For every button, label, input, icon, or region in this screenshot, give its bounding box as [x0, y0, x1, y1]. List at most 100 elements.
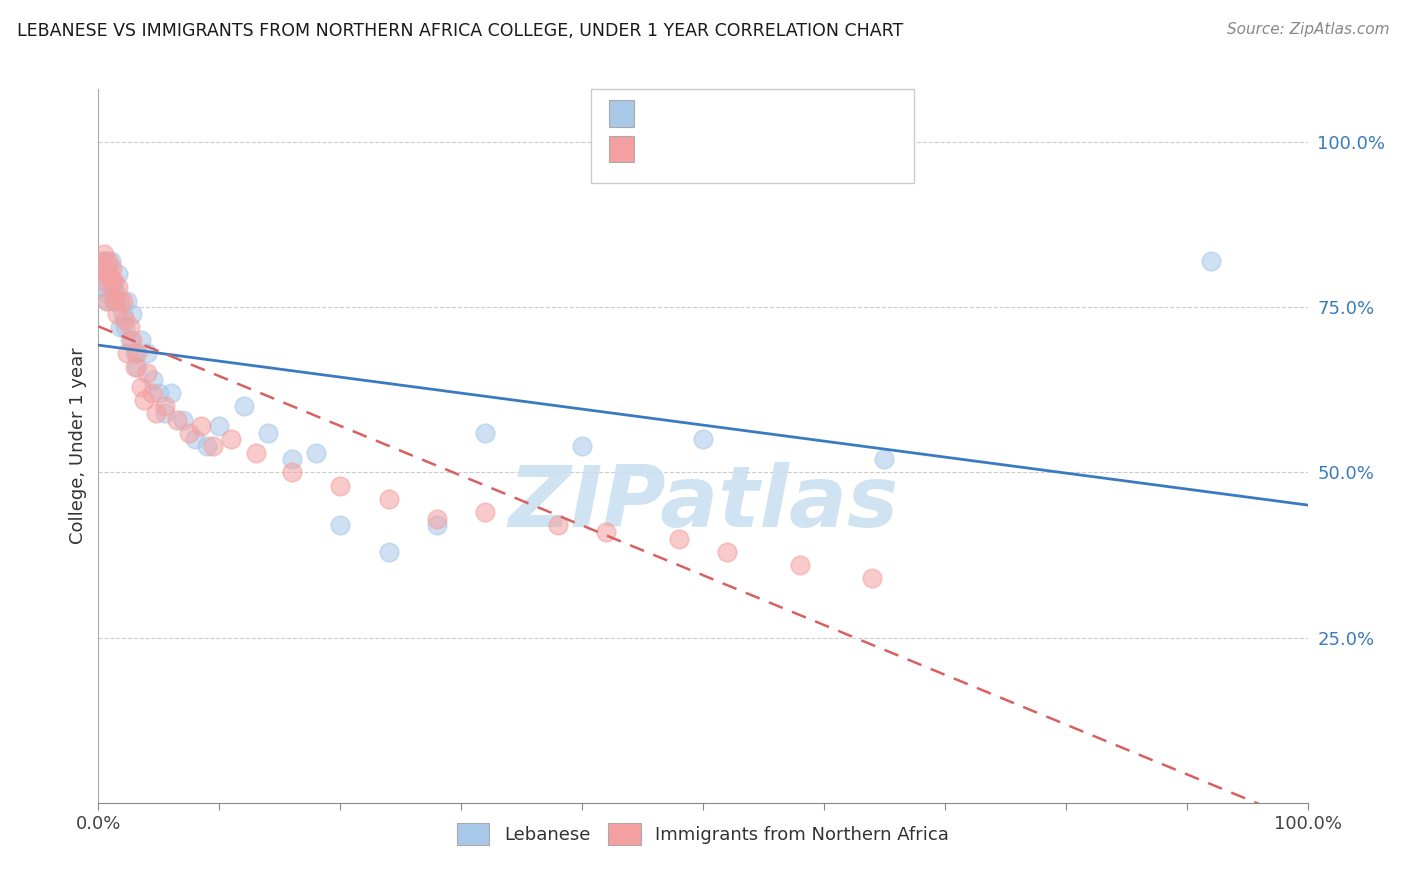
Point — [97, 267, 120, 281]
Point — [94, 267, 117, 281]
Point — [377, 545, 399, 559]
Point — [873, 452, 896, 467]
Point — [98, 267, 121, 281]
Point — [190, 419, 212, 434]
Point — [91, 254, 114, 268]
Text: Source: ZipAtlas.com: Source: ZipAtlas.com — [1226, 22, 1389, 37]
Point — [111, 293, 134, 308]
Point — [129, 379, 152, 393]
Text: N =: N = — [717, 103, 773, 123]
Point — [232, 400, 254, 414]
Point — [107, 267, 129, 281]
Point — [101, 280, 124, 294]
Point — [101, 287, 124, 301]
Point — [111, 307, 134, 321]
Point — [668, 532, 690, 546]
Point — [716, 545, 738, 559]
Point — [114, 313, 136, 327]
Point — [860, 571, 883, 585]
Point — [571, 439, 593, 453]
Point — [153, 406, 176, 420]
Text: 44: 44 — [755, 103, 780, 123]
Point — [118, 333, 141, 347]
Point — [117, 346, 139, 360]
Point — [141, 386, 163, 401]
Point — [245, 445, 267, 459]
Point — [281, 466, 304, 480]
Point — [789, 558, 811, 572]
Text: R =: R = — [643, 139, 685, 159]
Point — [195, 439, 218, 453]
Point — [93, 280, 115, 294]
Point — [172, 412, 194, 426]
Point — [256, 425, 278, 440]
Point — [160, 386, 183, 401]
Point — [1199, 254, 1222, 268]
Point — [129, 333, 152, 347]
Point — [127, 346, 149, 360]
Text: 0.120: 0.120 — [671, 103, 725, 123]
Point — [692, 433, 714, 447]
Point — [103, 274, 125, 288]
Point — [145, 406, 167, 420]
Text: 0.047: 0.047 — [671, 139, 725, 159]
Point — [97, 254, 120, 268]
Point — [114, 320, 136, 334]
Point — [96, 293, 118, 308]
Text: R =: R = — [643, 103, 685, 123]
Point — [153, 400, 176, 414]
Point — [91, 274, 114, 288]
Legend: Lebanese, Immigrants from Northern Africa: Lebanese, Immigrants from Northern Afric… — [449, 814, 957, 855]
Point — [305, 445, 328, 459]
Text: 45: 45 — [755, 139, 780, 159]
Point — [91, 254, 114, 268]
Text: LEBANESE VS IMMIGRANTS FROM NORTHERN AFRICA COLLEGE, UNDER 1 YEAR CORRELATION CH: LEBANESE VS IMMIGRANTS FROM NORTHERN AFR… — [17, 22, 903, 40]
Point — [426, 511, 449, 525]
Point — [124, 346, 146, 360]
Point — [117, 293, 139, 308]
Point — [179, 425, 201, 440]
Point — [208, 419, 231, 434]
Point — [377, 491, 399, 506]
Point — [547, 518, 569, 533]
Point — [202, 439, 225, 453]
Y-axis label: College, Under 1 year: College, Under 1 year — [69, 348, 87, 544]
Point — [104, 293, 127, 308]
Point — [135, 367, 157, 381]
Point — [127, 359, 149, 374]
Point — [108, 320, 131, 334]
Point — [103, 293, 125, 308]
Point — [104, 293, 127, 308]
Point — [142, 373, 165, 387]
Point — [166, 412, 188, 426]
Point — [121, 333, 143, 347]
Point — [148, 386, 170, 401]
Point — [98, 287, 121, 301]
Point — [105, 307, 128, 321]
Point — [107, 280, 129, 294]
Point — [105, 287, 128, 301]
Point — [100, 260, 122, 275]
Point — [100, 274, 122, 288]
Point — [108, 293, 131, 308]
Point — [281, 452, 304, 467]
Point — [329, 478, 352, 492]
Text: ZIPatlas: ZIPatlas — [508, 461, 898, 545]
Point — [124, 359, 146, 374]
Point — [96, 293, 118, 308]
Point — [474, 425, 496, 440]
Point — [426, 518, 449, 533]
Point — [91, 274, 114, 288]
Point — [134, 392, 156, 407]
Point — [118, 320, 141, 334]
Point — [121, 307, 143, 321]
Point — [94, 254, 117, 268]
Point — [135, 346, 157, 360]
Point — [221, 433, 243, 447]
Point — [100, 274, 122, 288]
Point — [184, 433, 207, 447]
Point — [329, 518, 352, 533]
Point — [93, 247, 115, 261]
Point — [474, 505, 496, 519]
Point — [100, 254, 122, 268]
